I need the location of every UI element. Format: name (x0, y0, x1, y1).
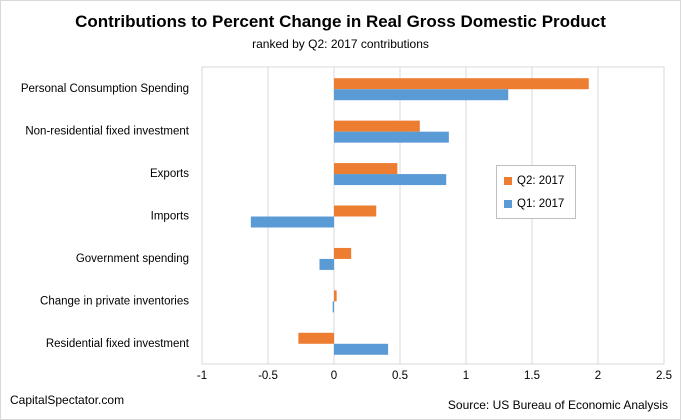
category-label: Residential fixed investment (46, 338, 190, 350)
x-tick-label: 2.5 (656, 370, 672, 382)
source-note: Source: US Bureau of Economic Analysis (447, 398, 668, 412)
category-label: Exports (150, 168, 189, 180)
site-credit: CapitalSpectator.com (10, 393, 125, 407)
x-tick-label: 0 (331, 370, 337, 382)
bar-q2 (334, 205, 377, 217)
plot-area (201, 66, 665, 365)
bar-q1 (319, 258, 334, 270)
bar-q1 (334, 343, 389, 355)
bar-q1 (334, 89, 509, 101)
category-label: Imports (151, 211, 190, 223)
x-tick-label: 1.5 (524, 370, 540, 382)
x-tick-label: 0.5 (392, 370, 408, 382)
category-label: Personal Consumption Spending (21, 83, 189, 95)
bar-q1 (332, 301, 334, 313)
legend-label-q2: Q2: 2017 (517, 175, 565, 187)
category-label: Non-residential fixed investment (25, 126, 189, 138)
category-label: Government spending (76, 253, 189, 265)
bar-q2 (334, 163, 398, 175)
chart-subtitle: ranked by Q2: 2017 contributions (252, 37, 429, 51)
legend-item-q2: Q2: 2017 (504, 175, 564, 187)
bar-q2 (334, 120, 420, 132)
bar-q1 (334, 174, 447, 186)
legend: Q2: 2017 Q1: 2017 (496, 165, 576, 219)
category-label: Change in private inventories (40, 295, 189, 307)
bar-q1 (334, 131, 449, 143)
bar-q2 (334, 290, 337, 302)
legend-swatch-q1 (504, 200, 512, 208)
chart-title: Contributions to Percent Change in Real … (75, 12, 606, 31)
bar-q2 (334, 247, 352, 259)
bar-q2 (298, 332, 334, 344)
legend-label-q1: Q1: 2017 (517, 198, 565, 210)
x-tick-label: -0.5 (258, 370, 278, 382)
bar-q1 (250, 216, 334, 228)
legend-item-q1: Q1: 2017 (504, 198, 564, 210)
bar-q2 (334, 78, 589, 90)
x-tick-label: 1 (463, 370, 469, 382)
x-tick-label: 2 (595, 370, 601, 382)
legend-swatch-q2 (504, 177, 512, 185)
x-tick-label: -1 (197, 370, 207, 382)
